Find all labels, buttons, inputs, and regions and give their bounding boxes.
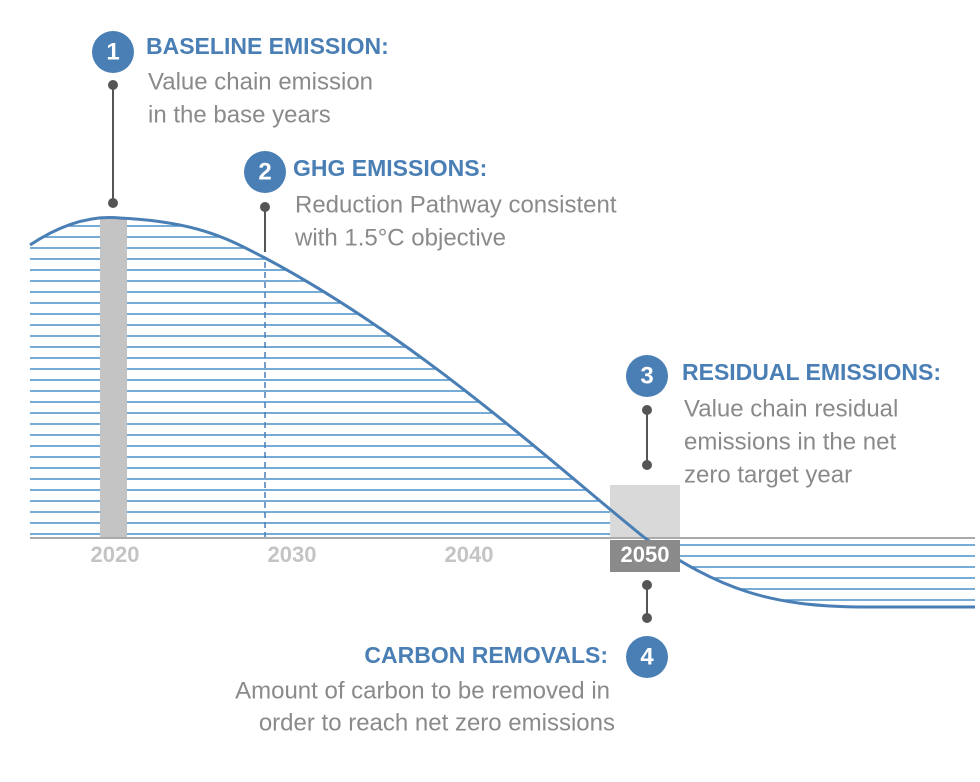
baseline-bar — [100, 218, 127, 538]
callout-text: emissions in the net — [684, 428, 896, 455]
callout-text: zero target year — [684, 461, 852, 488]
badge — [244, 151, 286, 193]
callout-title: GHG EMISSIONS: — [293, 155, 487, 181]
residual-box — [610, 485, 680, 538]
badge-number: 3 — [640, 362, 653, 389]
year-box — [610, 540, 680, 572]
year-label: 2050 — [621, 542, 670, 567]
callout-title: BASELINE EMISSION: — [146, 33, 389, 59]
emission-curve — [29, 215, 975, 609]
year-label: 2040 — [445, 542, 494, 567]
callout-text: order to reach net zero emissions — [259, 709, 615, 736]
badge — [626, 636, 668, 678]
callout-text: with 1.5°C objective — [294, 224, 506, 251]
badge-number: 4 — [640, 643, 654, 670]
badge-number: 2 — [258, 158, 271, 185]
callout-title: CARBON REMOVALS: — [364, 642, 608, 668]
year-label: 2030 — [268, 542, 317, 567]
callout-text: Value chain emission — [148, 68, 373, 95]
callout-title: RESIDUAL EMISSIONS: — [682, 359, 941, 385]
callout-text: Reduction Pathway consistent — [295, 191, 617, 218]
connectors — [108, 80, 652, 623]
year-label: 2020 — [91, 542, 140, 567]
badge-number: 1 — [106, 38, 119, 65]
callout-text: Amount of carbon to be removed in — [235, 677, 610, 704]
badge — [626, 355, 668, 397]
callout-text: Value chain residual — [684, 395, 898, 422]
badge — [92, 31, 134, 73]
callout-text: in the base years — [148, 101, 331, 128]
